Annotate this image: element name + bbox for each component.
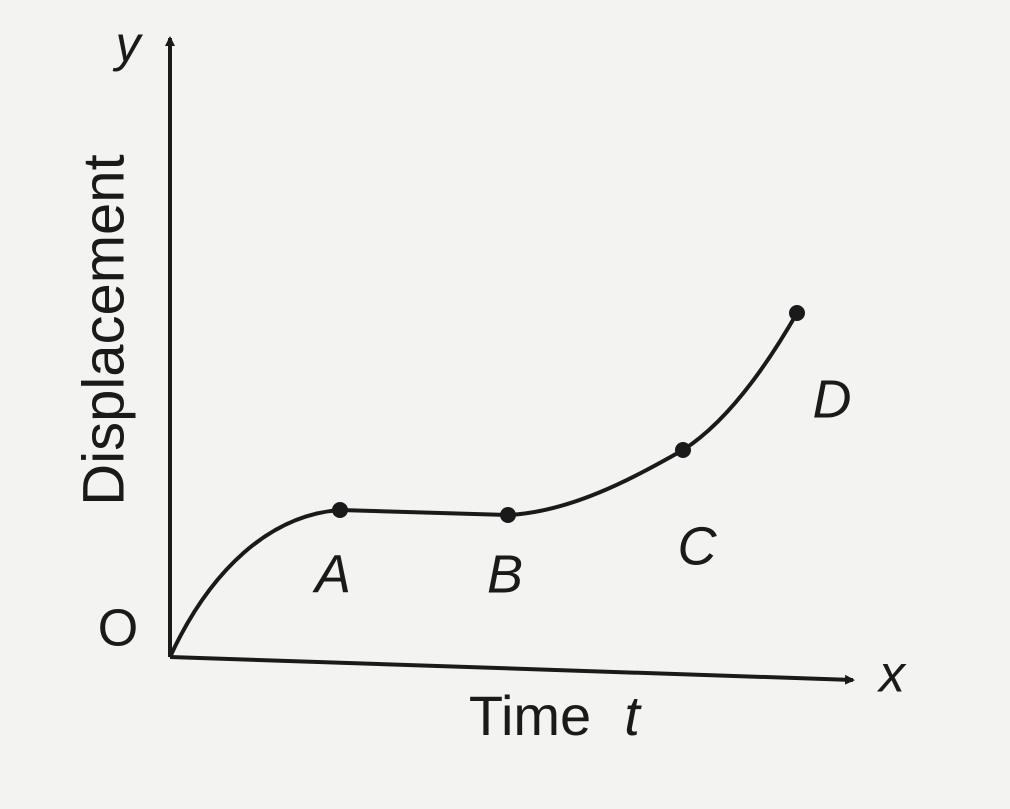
origin-label: O xyxy=(98,600,138,658)
point-label: D xyxy=(813,369,852,429)
x-variable: t xyxy=(624,684,642,747)
point-dot xyxy=(500,507,516,523)
x-axis xyxy=(169,655,855,685)
point-dot xyxy=(675,442,691,458)
x-label: Time xyxy=(469,684,591,747)
point-dot xyxy=(332,502,348,518)
point-label: B xyxy=(487,544,523,604)
point-dot xyxy=(789,305,805,321)
y-label: Displacement xyxy=(71,154,136,505)
y-symbol: y xyxy=(113,16,144,72)
curve xyxy=(168,312,799,658)
point-label: C xyxy=(678,516,718,576)
x-symbol: x xyxy=(876,646,907,704)
point-label: A xyxy=(312,544,351,604)
